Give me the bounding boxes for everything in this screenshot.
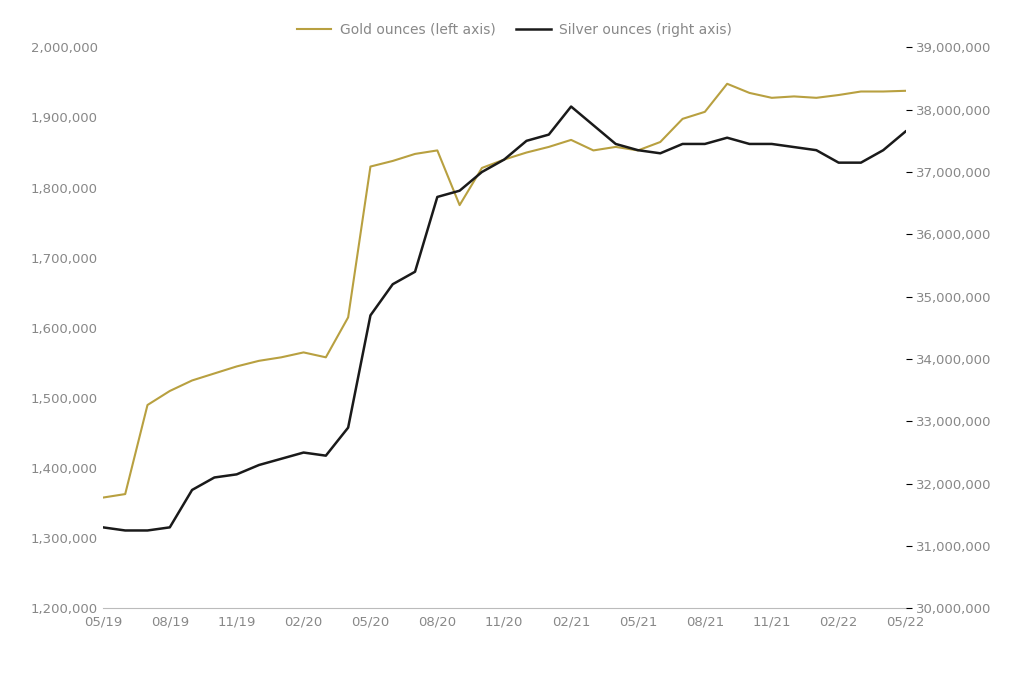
Silver ounces (right axis) [208, 473, 220, 481]
Gold ounces (left axis) [521, 149, 533, 157]
Silver ounces (right axis) [230, 470, 243, 479]
Gold ounces (left axis) [342, 313, 354, 321]
Silver ounces (right axis) [275, 455, 287, 463]
Silver ounces (right axis) [609, 140, 622, 148]
Gold ounces (left axis) [699, 107, 711, 116]
Gold ounces (left axis) [297, 348, 310, 356]
Gold ounces (left axis) [542, 143, 555, 151]
Gold ounces (left axis) [676, 115, 688, 123]
Silver ounces (right axis) [721, 134, 734, 142]
Gold ounces (left axis) [253, 357, 265, 365]
Gold ounces (left axis) [565, 136, 577, 144]
Gold ounces (left axis) [475, 164, 488, 172]
Gold ounces (left axis) [275, 354, 287, 362]
Silver ounces (right axis) [788, 143, 801, 151]
Silver ounces (right axis) [699, 140, 711, 148]
Gold ounces (left axis) [855, 87, 867, 95]
Silver ounces (right axis) [521, 137, 533, 145]
Silver ounces (right axis) [498, 155, 510, 164]
Line: Gold ounces (left axis): Gold ounces (left axis) [103, 84, 906, 498]
Gold ounces (left axis) [766, 94, 778, 102]
Silver ounces (right axis) [342, 424, 354, 432]
Silver ounces (right axis) [320, 452, 332, 460]
Silver ounces (right axis) [431, 193, 443, 201]
Silver ounces (right axis) [475, 168, 488, 176]
Gold ounces (left axis) [387, 157, 399, 165]
Silver ounces (right axis) [141, 527, 153, 535]
Gold ounces (left axis) [454, 201, 466, 209]
Gold ounces (left axis) [721, 80, 734, 88]
Legend: Gold ounces (left axis), Silver ounces (right axis): Gold ounces (left axis), Silver ounces (… [291, 17, 738, 42]
Silver ounces (right axis) [364, 312, 377, 320]
Silver ounces (right axis) [654, 149, 667, 158]
Silver ounces (right axis) [297, 448, 310, 456]
Silver ounces (right axis) [542, 130, 555, 139]
Silver ounces (right axis) [565, 103, 577, 111]
Silver ounces (right axis) [632, 146, 644, 154]
Gold ounces (left axis) [498, 155, 510, 164]
Gold ounces (left axis) [899, 87, 912, 95]
Gold ounces (left axis) [230, 362, 243, 370]
Gold ounces (left axis) [810, 94, 822, 102]
Gold ounces (left axis) [164, 387, 176, 395]
Gold ounces (left axis) [141, 401, 153, 409]
Gold ounces (left axis) [588, 147, 600, 155]
Gold ounces (left axis) [877, 87, 889, 95]
Gold ounces (left axis) [743, 89, 755, 97]
Silver ounces (right axis) [899, 127, 912, 135]
Gold ounces (left axis) [632, 147, 644, 155]
Silver ounces (right axis) [253, 461, 265, 469]
Silver ounces (right axis) [164, 523, 176, 531]
Silver ounces (right axis) [97, 523, 109, 531]
Silver ounces (right axis) [877, 146, 889, 154]
Silver ounces (right axis) [766, 140, 778, 148]
Silver ounces (right axis) [855, 159, 867, 167]
Gold ounces (left axis) [788, 93, 801, 101]
Line: Silver ounces (right axis): Silver ounces (right axis) [103, 107, 906, 531]
Gold ounces (left axis) [431, 147, 443, 155]
Silver ounces (right axis) [588, 121, 600, 129]
Silver ounces (right axis) [119, 527, 132, 535]
Gold ounces (left axis) [97, 493, 109, 502]
Gold ounces (left axis) [320, 354, 332, 362]
Gold ounces (left axis) [654, 138, 667, 146]
Gold ounces (left axis) [364, 162, 377, 170]
Silver ounces (right axis) [387, 280, 399, 288]
Silver ounces (right axis) [810, 146, 822, 154]
Gold ounces (left axis) [409, 150, 421, 158]
Silver ounces (right axis) [409, 268, 421, 276]
Silver ounces (right axis) [743, 140, 755, 148]
Silver ounces (right axis) [186, 486, 199, 494]
Gold ounces (left axis) [186, 377, 199, 385]
Silver ounces (right axis) [676, 140, 688, 148]
Gold ounces (left axis) [609, 143, 622, 151]
Gold ounces (left axis) [832, 91, 845, 99]
Gold ounces (left axis) [119, 490, 132, 498]
Silver ounces (right axis) [832, 159, 845, 167]
Silver ounces (right axis) [454, 187, 466, 195]
Gold ounces (left axis) [208, 369, 220, 377]
